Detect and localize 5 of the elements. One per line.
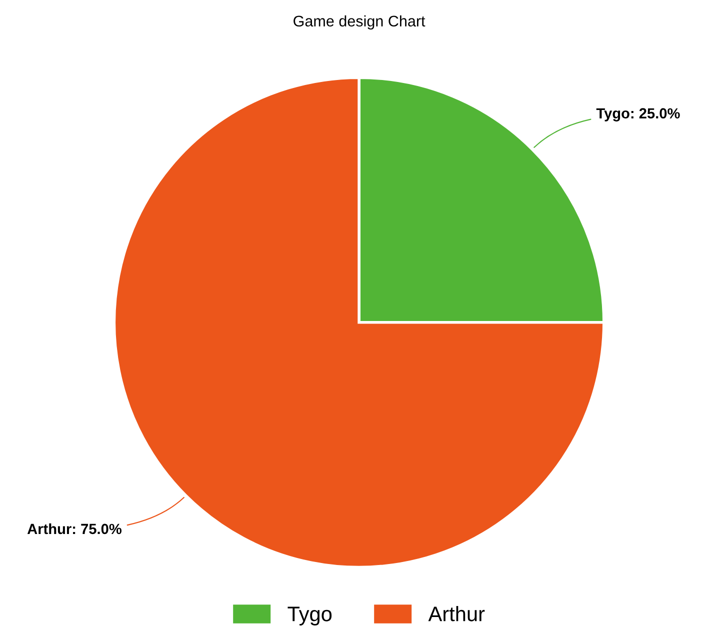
legend-label: Arthur	[428, 606, 485, 622]
data-label: Tygo: 25.0%	[596, 108, 680, 122]
chart-title: Game design Chart	[294, 15, 426, 30]
legend-label: Tygo	[288, 606, 332, 626]
data-label: Arthur: 75.0%	[27, 523, 122, 534]
